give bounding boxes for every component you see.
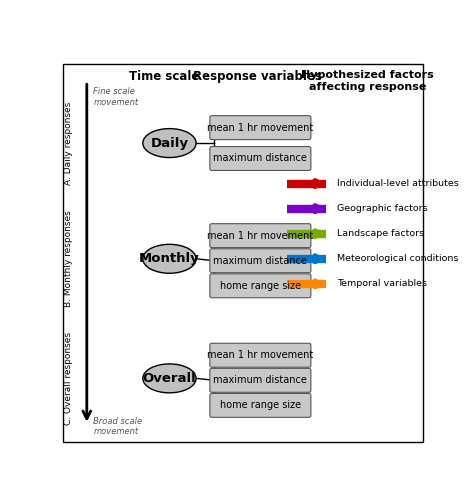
FancyBboxPatch shape (210, 274, 311, 298)
Text: mean 1 hr movement: mean 1 hr movement (207, 230, 313, 240)
Ellipse shape (143, 244, 196, 273)
FancyBboxPatch shape (210, 393, 311, 417)
Text: Temporal variables: Temporal variables (337, 280, 427, 289)
FancyBboxPatch shape (210, 368, 311, 392)
Text: maximum distance: maximum distance (213, 153, 307, 163)
Text: C. Overall responses: C. Overall responses (64, 332, 73, 425)
Text: Hypothesized factors
affecting response: Hypothesized factors affecting response (301, 70, 434, 92)
Text: mean 1 hr movement: mean 1 hr movement (207, 350, 313, 360)
Text: maximum distance: maximum distance (213, 375, 307, 385)
FancyBboxPatch shape (210, 223, 311, 247)
Text: Time scale: Time scale (129, 70, 199, 83)
Text: Response variables: Response variables (193, 70, 322, 83)
Ellipse shape (143, 129, 196, 157)
Text: Broad scale
movement: Broad scale movement (93, 417, 143, 436)
Text: Overall: Overall (143, 372, 196, 385)
Text: A. Daily responses: A. Daily responses (64, 101, 73, 185)
FancyBboxPatch shape (210, 116, 311, 140)
FancyBboxPatch shape (63, 64, 423, 442)
Text: home range size: home range size (220, 400, 301, 410)
Text: Individual-level attributes: Individual-level attributes (337, 179, 458, 188)
Text: Fine scale
movement: Fine scale movement (93, 87, 138, 107)
Text: mean 1 hr movement: mean 1 hr movement (207, 123, 313, 133)
Text: Meteorological conditions: Meteorological conditions (337, 255, 458, 264)
FancyBboxPatch shape (210, 146, 311, 170)
Text: Daily: Daily (150, 137, 189, 150)
Text: Geographic factors: Geographic factors (337, 204, 427, 213)
FancyBboxPatch shape (210, 249, 311, 273)
Text: Landscape factors: Landscape factors (337, 229, 424, 238)
Text: B. Monthly responses: B. Monthly responses (64, 210, 73, 307)
Text: Monthly: Monthly (139, 253, 200, 266)
Text: maximum distance: maximum distance (213, 256, 307, 266)
Ellipse shape (143, 364, 196, 393)
FancyBboxPatch shape (210, 343, 311, 367)
Text: home range size: home range size (220, 281, 301, 291)
